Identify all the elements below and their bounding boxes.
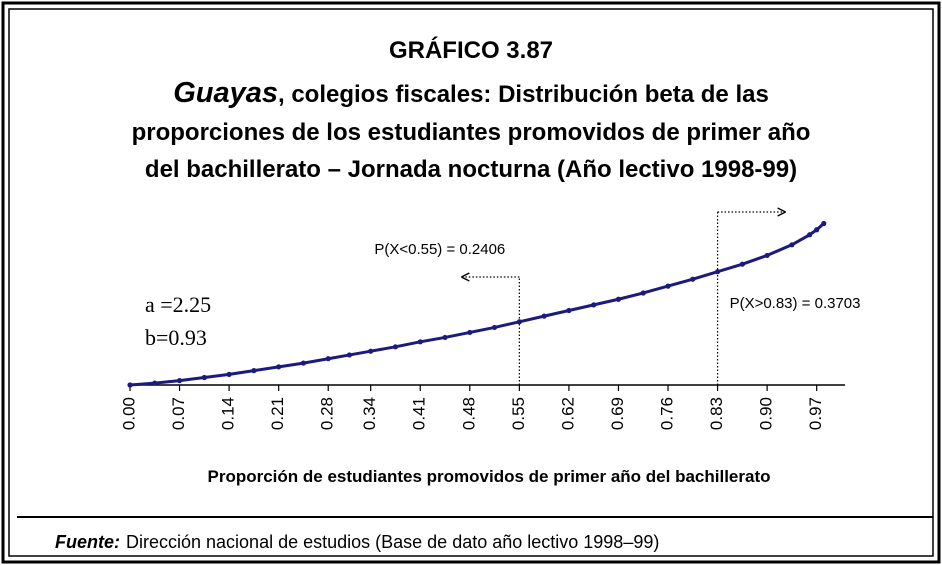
arrow-head [461,272,470,282]
data-point [690,276,696,282]
data-point [615,296,622,302]
data-point [152,380,158,386]
x-tick-label: 0.41 [410,397,429,430]
data-point [176,378,183,384]
x-tick-label: 0.28 [318,397,337,430]
x-tick-label: 0.48 [459,397,478,430]
data-point [442,334,448,341]
marker-label: P(X>0.83) = 0.3703 [730,295,861,312]
x-tick-label: 0.76 [658,397,677,430]
data-point [665,283,671,289]
marker-label: P(X<0.55) = 0.2406 [374,241,505,258]
data-point [127,382,133,388]
data-point [251,368,257,374]
inner-frame [8,8,934,557]
data-point [300,360,307,366]
x-tick-label: 0.00 [119,397,138,430]
x-tick-label: 0.83 [707,397,726,430]
x-tick-label: 0.90 [757,397,776,430]
data-point [226,371,232,377]
data-point [541,313,547,319]
arrow-head [777,207,786,217]
chart-title: GRÁFICO 3.87 [389,36,553,64]
param-label: b=0.93 [145,325,207,350]
x-tick-label: 0.34 [360,397,379,430]
source-text: Dirección nacional de estudios (Base de … [126,532,659,552]
x-axis-label: Proporción de estudiantes promovidos de … [207,467,770,486]
param-label: a =2.25 [145,292,211,317]
data-point [640,290,646,296]
data-point [714,269,721,275]
x-tick-label: 0.07 [169,397,188,430]
data-point [346,352,353,358]
data-point [814,227,820,233]
source-label: Fuente: [55,532,120,552]
x-tick-label: 0.97 [806,397,825,430]
data-point [591,302,597,308]
x-tick-label: 0.55 [509,397,528,430]
data-point [739,261,745,267]
data-point [201,374,207,381]
data-point [368,348,374,354]
subtitle-text: , colegios fiscales: Distribución beta d… [278,81,769,108]
chart-subtitle: proporciones de los estudiantes promovid… [132,119,811,146]
data-point [764,252,770,259]
data-point [325,356,331,362]
data-point [516,319,522,325]
data-point [807,232,813,238]
source: Fuente: Dirección nacional de estudios (B… [55,532,659,552]
chart-subtitle: del bachillerato – Jornada nocturna (Año… [145,156,797,183]
chart-subtitle: Guayas, colegios fiscales: Distribución … [173,77,769,109]
x-tick-label: 0.21 [268,397,287,430]
data-point [491,324,498,331]
x-tick-label: 0.69 [608,397,627,430]
data-point [392,344,399,350]
data-point [467,329,473,336]
data-point [276,364,282,370]
x-tick-label: 0.62 [558,397,577,430]
data-point [417,339,423,345]
x-tick-label: 0.14 [219,397,238,430]
data-point [821,220,827,227]
data-point [566,307,572,314]
subtitle-place: Guayas [173,77,278,109]
data-point [789,242,795,248]
